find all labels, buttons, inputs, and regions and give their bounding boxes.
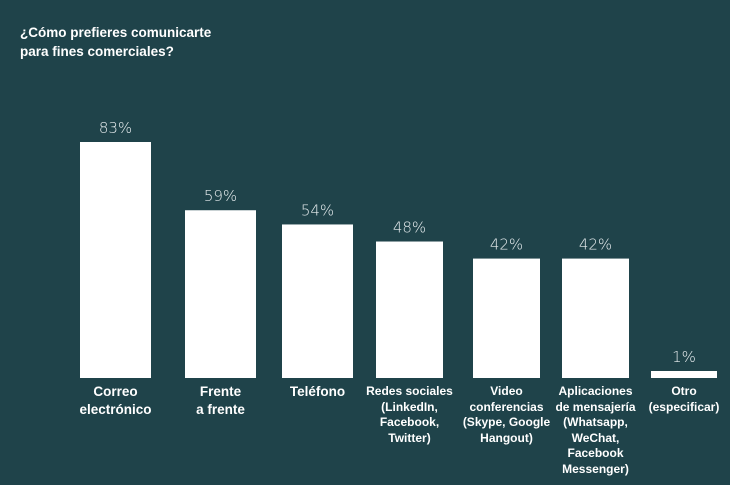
bars-layer: [80, 142, 717, 378]
bar-2: [185, 210, 256, 378]
category-label-1: Correo electrónico: [79, 384, 152, 417]
bar-5: [473, 258, 540, 378]
value-label-1: 83%: [99, 119, 132, 137]
value-labels-layer: 83% 59% 54% 48% 42% 42% 1%: [99, 119, 696, 366]
value-label-2: 59%: [204, 187, 237, 205]
value-label-6: 42%: [579, 236, 612, 254]
bar-3: [282, 224, 353, 378]
category-label-6: Aplicaciones de mensajería (Whatsapp, We…: [555, 384, 636, 476]
bar-1: [80, 142, 151, 378]
value-label-3: 54%: [301, 201, 334, 219]
chart-title: ¿Cómo prefieres comunicarte para fines c…: [20, 25, 212, 59]
value-label-4: 48%: [393, 219, 426, 237]
category-label-7: Otro (especificar): [648, 384, 720, 414]
bar-6: [562, 258, 629, 378]
category-label-5: Video conferencias (Skype, Google Hangou…: [462, 384, 551, 445]
bar-4: [376, 241, 443, 378]
category-label-3: Teléfono: [289, 384, 346, 399]
category-label-4: Redes sociales (LinkedIn, Facebook, Twit…: [366, 384, 453, 445]
value-label-7: 1%: [672, 348, 696, 366]
bar-7: [651, 371, 717, 378]
category-label-2: Frente a frente: [196, 384, 245, 417]
value-label-5: 42%: [490, 236, 523, 254]
